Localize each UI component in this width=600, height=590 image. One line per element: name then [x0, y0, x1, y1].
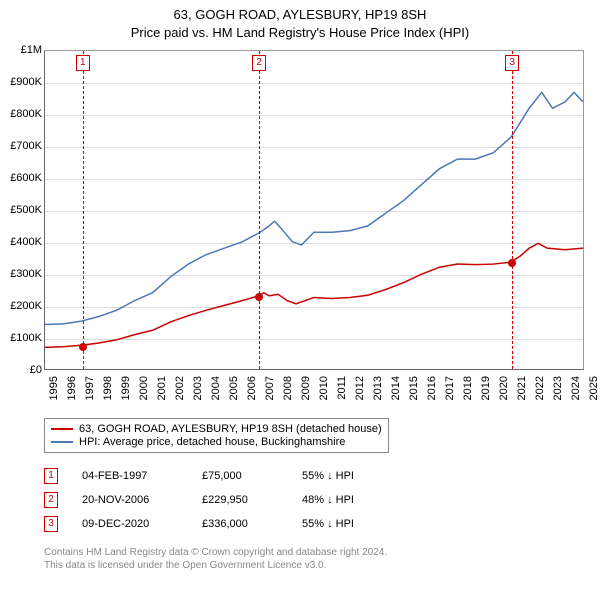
sale-marker-line — [83, 51, 84, 369]
x-tick-label: 2008 — [282, 376, 294, 416]
legend-label: 63, GOGH ROAD, AYLESBURY, HP19 8SH (deta… — [79, 423, 382, 435]
attribution-line-1: Contains HM Land Registry data © Crown c… — [44, 546, 387, 559]
x-tick-label: 2005 — [228, 376, 240, 416]
sale-date: 09-DEC-2020 — [82, 518, 202, 530]
title-block: 63, GOGH ROAD, AYLESBURY, HP19 8SH Price… — [0, 0, 600, 42]
sale-delta: 48% ↓ HPI — [302, 494, 392, 506]
y-tick-label: £0 — [2, 364, 42, 376]
sale-row: 1 04-FEB-1997£75,00055% ↓ HPI — [44, 464, 392, 488]
x-tick-label: 2003 — [192, 376, 204, 416]
x-tick-label: 2021 — [516, 376, 528, 416]
x-tick-label: 1996 — [66, 376, 78, 416]
x-tick-label: 2009 — [300, 376, 312, 416]
x-tick-label: 2017 — [444, 376, 456, 416]
sale-row: 2 20-NOV-2006£229,95048% ↓ HPI — [44, 488, 392, 512]
sale-price: £336,000 — [202, 518, 302, 530]
x-tick-label: 2020 — [498, 376, 510, 416]
legend-item: 63, GOGH ROAD, AYLESBURY, HP19 8SH (deta… — [51, 423, 382, 435]
sale-badge: 2 — [44, 492, 58, 508]
y-tick-label: £400K — [2, 236, 42, 248]
sale-badge: 1 — [44, 468, 58, 484]
x-tick-label: 2013 — [372, 376, 384, 416]
sale-marker-badge: 3 — [505, 55, 519, 71]
x-tick-label: 2012 — [354, 376, 366, 416]
sale-delta: 55% ↓ HPI — [302, 470, 392, 482]
sales-table: 104-FEB-1997£75,00055% ↓ HPI220-NOV-2006… — [44, 464, 392, 536]
sale-marker-dot — [79, 343, 87, 351]
attribution: Contains HM Land Registry data © Crown c… — [44, 546, 387, 572]
x-tick-label: 1998 — [102, 376, 114, 416]
x-tick-label: 2025 — [588, 376, 600, 416]
x-tick-label: 2001 — [156, 376, 168, 416]
sale-badge: 3 — [44, 516, 58, 532]
attribution-line-2: This data is licensed under the Open Gov… — [44, 559, 387, 572]
series-line — [45, 92, 583, 324]
x-tick-label: 1999 — [120, 376, 132, 416]
x-tick-label: 2007 — [264, 376, 276, 416]
y-tick-label: £600K — [2, 172, 42, 184]
legend-swatch — [51, 428, 73, 430]
x-tick-label: 2000 — [138, 376, 150, 416]
series-line — [45, 243, 583, 347]
x-tick-label: 2011 — [336, 376, 348, 416]
sale-delta: 55% ↓ HPI — [302, 518, 392, 530]
title-line-1: 63, GOGH ROAD, AYLESBURY, HP19 8SH — [0, 6, 600, 24]
y-tick-label: £900K — [2, 76, 42, 88]
y-tick-label: £100K — [2, 332, 42, 344]
x-tick-label: 2010 — [318, 376, 330, 416]
x-tick-label: 1995 — [48, 376, 60, 416]
x-tick-label: 2019 — [480, 376, 492, 416]
sale-marker-badge: 1 — [76, 55, 90, 71]
y-tick-label: £200K — [2, 300, 42, 312]
x-tick-label: 2022 — [534, 376, 546, 416]
x-tick-label: 2024 — [570, 376, 582, 416]
sale-marker-line — [512, 51, 513, 369]
x-tick-label: 2004 — [210, 376, 222, 416]
sale-marker-dot — [508, 259, 516, 267]
legend: 63, GOGH ROAD, AYLESBURY, HP19 8SH (deta… — [44, 418, 389, 453]
legend-swatch — [51, 441, 73, 443]
plot-area: 1 2 3 — [44, 50, 584, 370]
series-lines — [45, 51, 583, 369]
chart-container: 63, GOGH ROAD, AYLESBURY, HP19 8SH Price… — [0, 0, 600, 590]
x-tick-label: 2015 — [408, 376, 420, 416]
y-tick-label: £700K — [2, 140, 42, 152]
sale-marker-badge: 2 — [252, 55, 266, 71]
title-line-2: Price paid vs. HM Land Registry's House … — [0, 24, 600, 42]
sale-marker-line — [259, 51, 260, 369]
x-tick-label: 1997 — [84, 376, 96, 416]
sale-marker-dot — [255, 293, 263, 301]
x-tick-label: 2018 — [462, 376, 474, 416]
y-tick-label: £1M — [2, 44, 42, 56]
legend-item: HPI: Average price, detached house, Buck… — [51, 436, 382, 448]
sale-row: 3 09-DEC-2020£336,00055% ↓ HPI — [44, 512, 392, 536]
x-tick-label: 2002 — [174, 376, 186, 416]
x-tick-label: 2023 — [552, 376, 564, 416]
sale-price: £75,000 — [202, 470, 302, 482]
x-tick-label: 2016 — [426, 376, 438, 416]
y-tick-label: £800K — [2, 108, 42, 120]
sale-date: 20-NOV-2006 — [82, 494, 202, 506]
sale-date: 04-FEB-1997 — [82, 470, 202, 482]
y-tick-label: £300K — [2, 268, 42, 280]
y-tick-label: £500K — [2, 204, 42, 216]
x-tick-label: 2014 — [390, 376, 402, 416]
x-tick-label: 2006 — [246, 376, 258, 416]
legend-label: HPI: Average price, detached house, Buck… — [79, 436, 345, 448]
sale-price: £229,950 — [202, 494, 302, 506]
